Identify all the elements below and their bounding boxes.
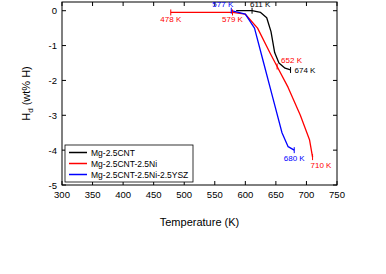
series-line <box>231 11 294 150</box>
y-tick-right <box>333 185 337 186</box>
legend-swatch <box>69 163 87 165</box>
legend-swatch <box>69 174 87 176</box>
x-tick-top <box>306 2 307 6</box>
y-tick <box>62 185 66 186</box>
annotation-marker <box>290 67 291 73</box>
y-tick-right <box>333 115 337 116</box>
x-tick-label: 300 <box>54 189 70 200</box>
plot-frame <box>62 2 337 185</box>
annotation-marker <box>277 63 278 69</box>
y-tick <box>62 10 66 11</box>
y-tick-label: -4 <box>49 145 57 156</box>
chart: 300 350 400 450 500 550 600 650 700 750 -5 -4 -3 -2 -1… <box>0 0 386 274</box>
x-tick-top <box>245 2 246 6</box>
x-tick-label: 350 <box>85 189 101 200</box>
legend-label: Mg-2.5CNT <box>91 148 135 158</box>
y-tick-right <box>333 80 337 81</box>
legend-box <box>65 145 193 182</box>
x-axis-label: Temperature (K) <box>160 216 239 228</box>
series-line <box>171 12 313 157</box>
y-tick-label: -5 <box>49 180 57 191</box>
x-tick <box>337 181 338 185</box>
annotation: 680 K <box>284 154 306 163</box>
annotation: 478 K <box>160 15 182 24</box>
y-tick-label: -1 <box>49 40 57 51</box>
x-tick-top <box>62 2 63 6</box>
x-tick-top <box>123 2 124 6</box>
annotation-marker <box>312 154 313 160</box>
y-tick <box>62 45 66 46</box>
y-tick-label: 0 <box>52 5 57 16</box>
y-tick <box>62 80 66 81</box>
x-tick <box>306 181 307 185</box>
legend-label: Mg-2.5CNT-2.5Ni-2.5YSZ <box>91 170 188 180</box>
x-tick-label: 650 <box>268 189 284 200</box>
y-tick-label: -2 <box>49 75 57 86</box>
x-tick-label: 550 <box>207 189 223 200</box>
legend-swatch <box>69 152 87 154</box>
x-tick-label: 400 <box>115 189 131 200</box>
x-tick-top <box>184 2 185 6</box>
annotation: 710 K <box>311 161 333 170</box>
x-tick <box>245 181 246 185</box>
x-tick <box>275 181 276 185</box>
y-tick-label: -3 <box>49 110 57 121</box>
annotation: 579 K <box>222 15 244 24</box>
y-axis-label: Hd (wt% H) <box>20 66 35 121</box>
x-tick-label: 750 <box>329 189 345 200</box>
x-tick-top <box>92 2 93 6</box>
legend-label: Mg-2.5CNT-2.5Ni <box>91 159 157 169</box>
x-tick-label: 700 <box>299 189 315 200</box>
x-tick <box>214 181 215 185</box>
plot-area <box>171 8 313 160</box>
y-tick-right <box>333 45 337 46</box>
y-tick-right <box>333 10 337 11</box>
x-tick-top <box>153 2 154 6</box>
annotation-marker <box>294 147 295 153</box>
x-tick-label: 500 <box>176 189 192 200</box>
y-tick-right <box>333 150 337 151</box>
x-tick <box>62 181 63 185</box>
annotation: 611 K <box>250 0 271 9</box>
x-tick-label: 600 <box>237 189 253 200</box>
x-tick-top <box>275 2 276 6</box>
y-tick <box>62 115 66 116</box>
annotation: 577 K <box>212 0 234 9</box>
x-tick-label: 450 <box>146 189 162 200</box>
annotation: 674 K <box>295 66 317 75</box>
annotation: 652 K <box>281 56 303 65</box>
x-tick-top <box>337 2 338 6</box>
